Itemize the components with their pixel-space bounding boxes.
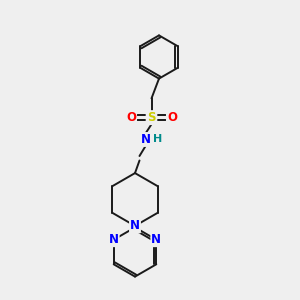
Text: N: N (140, 133, 151, 146)
Text: O: O (126, 111, 136, 124)
Text: S: S (147, 111, 156, 124)
Text: N: N (130, 219, 140, 232)
Text: N: N (151, 233, 161, 246)
Text: H: H (154, 134, 163, 145)
Text: N: N (109, 233, 119, 246)
Text: O: O (167, 111, 177, 124)
